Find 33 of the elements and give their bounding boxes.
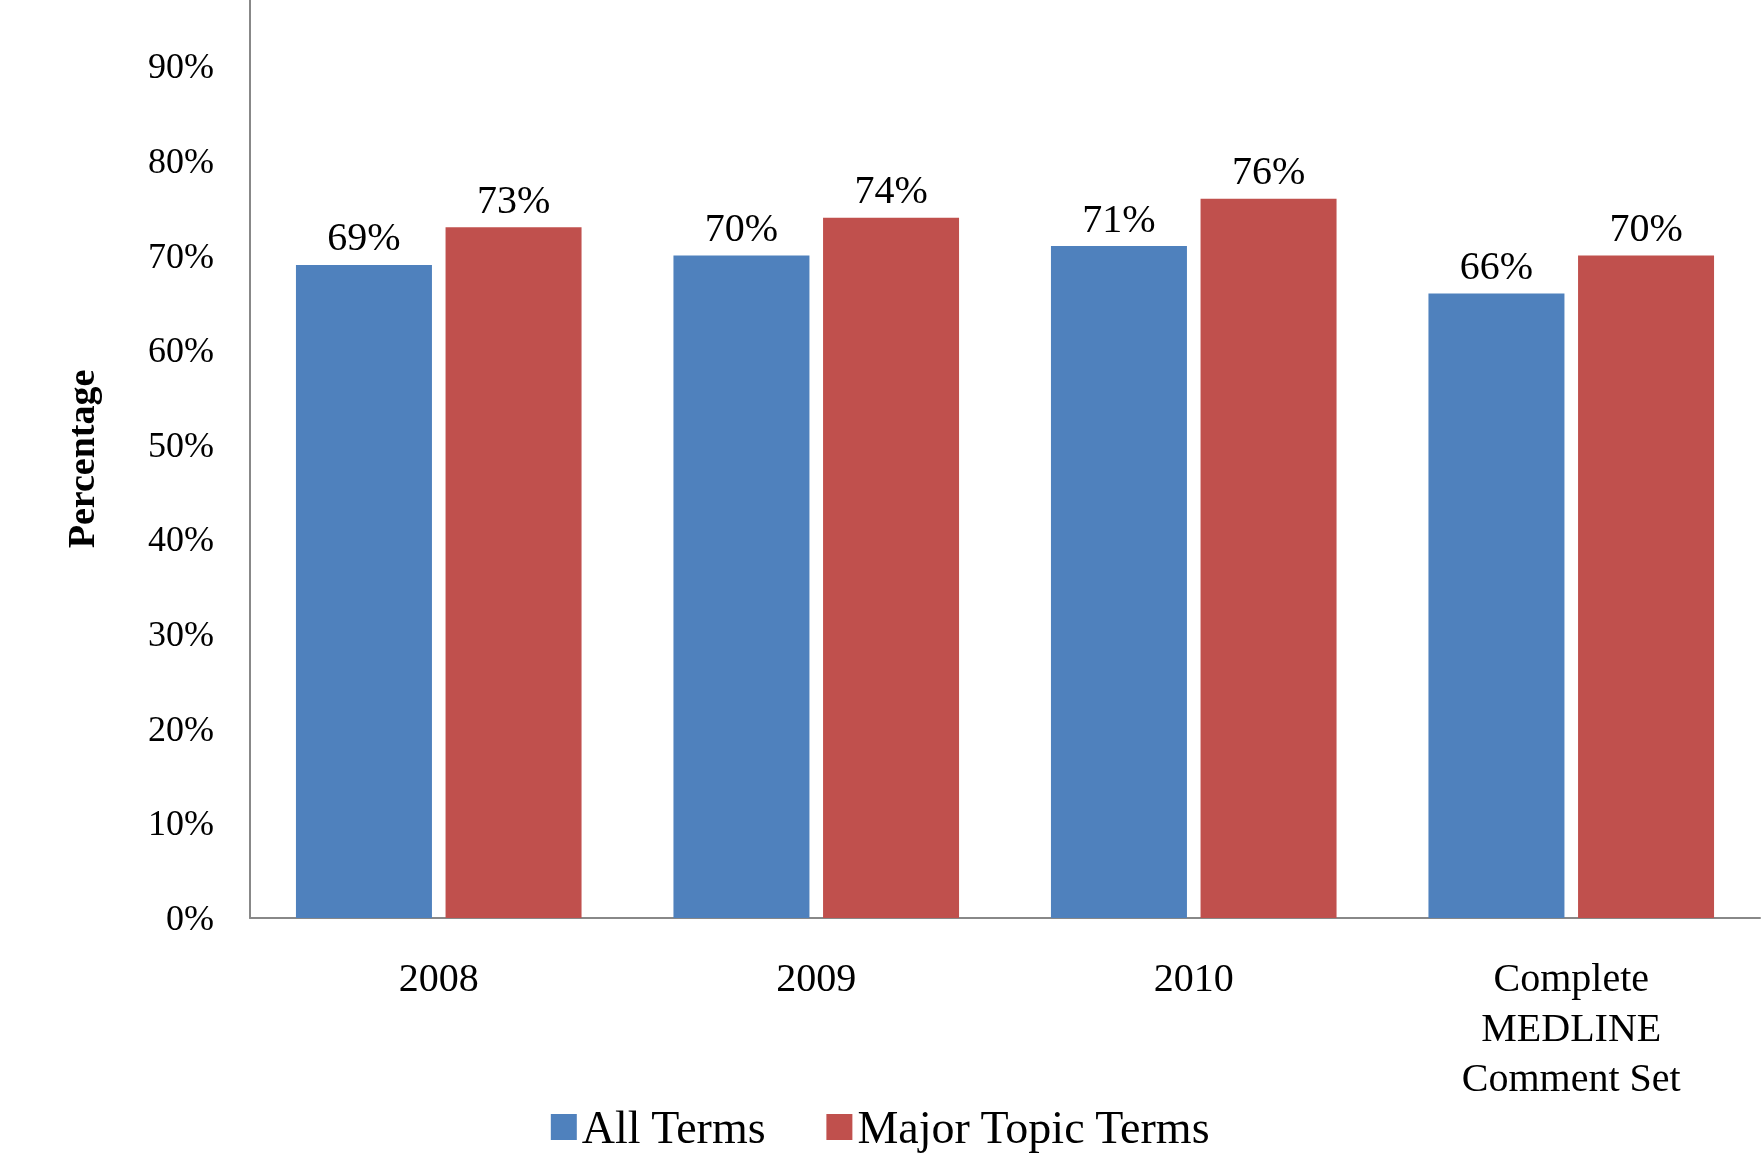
y-tick-label: 90% bbox=[148, 46, 214, 87]
y-tick-label: 80% bbox=[148, 140, 214, 181]
x-tick-label: 2010 bbox=[1153, 954, 1234, 1000]
data-label: 66% bbox=[1459, 242, 1534, 288]
x-tick-label: Complete MEDLINE Comment Set bbox=[1461, 954, 1681, 1100]
data-label: 70% bbox=[704, 205, 779, 251]
data-label: 71% bbox=[1082, 195, 1156, 241]
legend-label: All Terms bbox=[581, 1101, 766, 1153]
bar bbox=[1578, 255, 1715, 918]
bar bbox=[295, 264, 432, 918]
bar bbox=[1200, 198, 1337, 918]
y-tick-label: 20% bbox=[148, 708, 214, 749]
bar bbox=[823, 217, 960, 918]
data-label: 76% bbox=[1231, 148, 1306, 194]
bar bbox=[673, 255, 810, 918]
y-tick-label: 10% bbox=[148, 803, 214, 844]
y-tick-label: 40% bbox=[148, 519, 214, 560]
bar bbox=[1428, 293, 1565, 918]
data-label: 70% bbox=[1609, 205, 1683, 251]
y-tick-label: 0% bbox=[166, 898, 214, 938]
bar bbox=[1050, 246, 1187, 918]
y-tick-label: 50% bbox=[148, 424, 214, 465]
y-tick-label: 60% bbox=[148, 330, 214, 371]
legend-label: Major Topic Terms bbox=[857, 1101, 1210, 1153]
y-tick-label: 30% bbox=[148, 614, 214, 655]
x-tick-label: 2008 bbox=[398, 954, 479, 1000]
y-tick-label: 70% bbox=[148, 235, 214, 276]
y-axis-title: Percentage bbox=[60, 369, 102, 549]
x-tick-label: 2009 bbox=[776, 954, 857, 1000]
bar bbox=[445, 227, 582, 918]
data-label: 73% bbox=[476, 176, 551, 222]
data-label: 74% bbox=[854, 167, 928, 213]
data-label: 69% bbox=[327, 214, 401, 260]
